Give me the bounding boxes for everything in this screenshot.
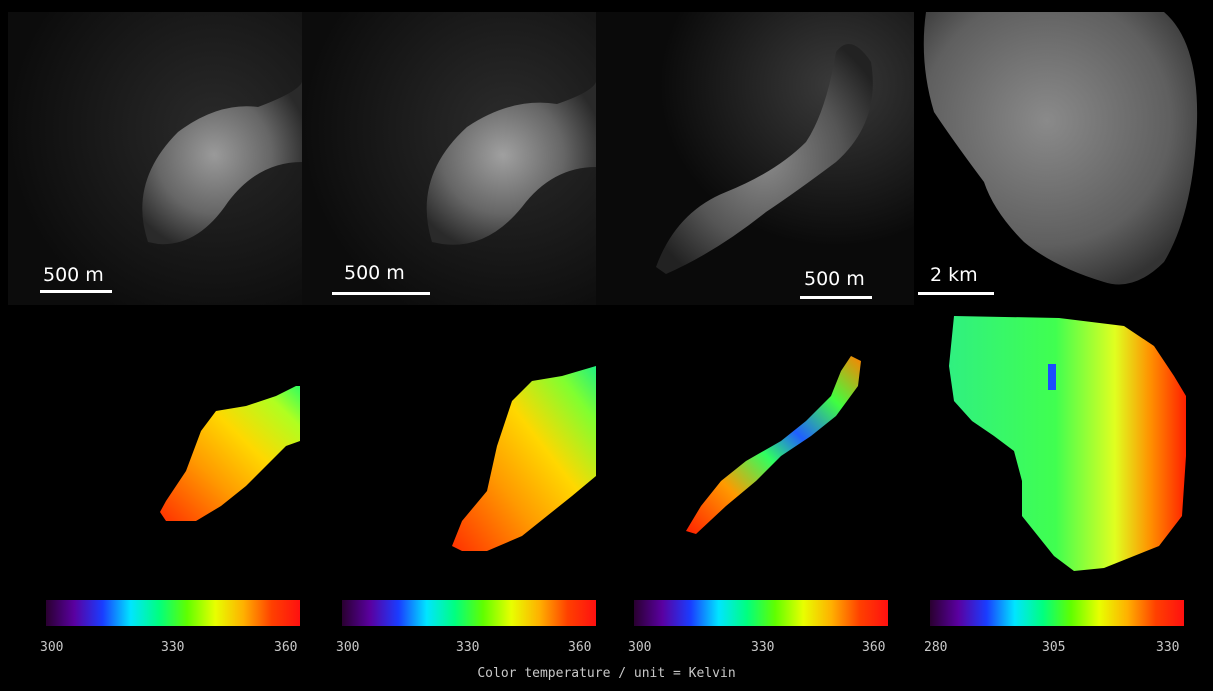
figure-frame: 500 m 500 m: [6, 6, 1207, 688]
scale-bar: [40, 290, 112, 293]
temperature-map-1: [6, 306, 302, 596]
colorbar-4: [930, 600, 1184, 626]
colorbar-3: [634, 600, 888, 626]
scale-bar: [332, 292, 430, 295]
colorbar-1-tick-mid: 330: [161, 640, 185, 655]
colorbar-4-tick-min: 280: [924, 640, 948, 655]
scale-bar: [918, 292, 994, 295]
colorbar-4-tick-mid: 305: [1042, 640, 1066, 655]
colorbar-2-tick-max: 360: [568, 640, 592, 655]
colorbar-3-tick-mid: 330: [751, 640, 775, 655]
scale-label: 2 km: [930, 264, 978, 286]
colorbar-2-tick-min: 300: [336, 640, 360, 655]
temperature-map-2: [302, 306, 596, 596]
photo-panel-4: 2 km: [914, 12, 1207, 305]
colorbar-2-tick-mid: 330: [456, 640, 480, 655]
scale-bar: [800, 296, 872, 299]
photo-panel-2: 500 m: [302, 12, 596, 305]
photo-panel-3: 500 m: [596, 12, 914, 305]
colorbar-1-tick-min: 300: [40, 640, 64, 655]
colorbar-3-tick-min: 300: [628, 640, 652, 655]
temperature-map-4: [914, 306, 1207, 596]
photo-panel-1: 500 m: [8, 12, 302, 305]
scale-label: 500 m: [43, 264, 104, 286]
scale-label: 500 m: [804, 268, 865, 290]
colorbar-1: [46, 600, 300, 626]
colorbar-3-tick-max: 360: [862, 640, 886, 655]
colorbar-caption: Color temperature / unit = Kelvin: [477, 666, 736, 681]
colorbar-1-tick-max: 360: [274, 640, 298, 655]
colorbar-2: [342, 600, 596, 626]
scale-label: 500 m: [344, 262, 405, 284]
temperature-map-3: [596, 306, 914, 596]
colorbar-4-tick-max: 330: [1156, 640, 1180, 655]
